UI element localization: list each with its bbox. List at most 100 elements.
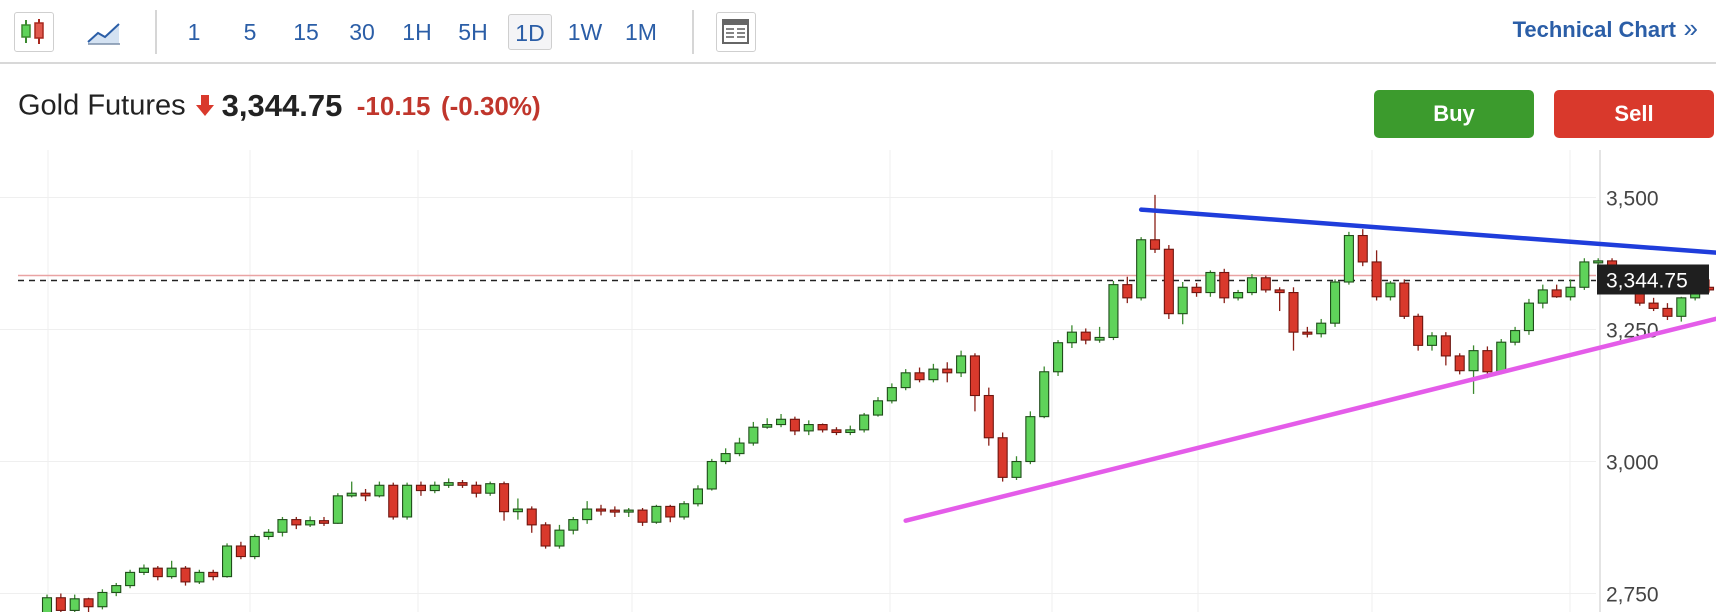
candle bbox=[775, 414, 787, 428]
candle bbox=[388, 482, 399, 520]
candle-body-down bbox=[1122, 284, 1133, 299]
candle-body-up bbox=[332, 495, 343, 524]
candle-body-down bbox=[1191, 286, 1202, 294]
candle bbox=[1357, 229, 1368, 267]
candle-body-up bbox=[1468, 350, 1479, 372]
candle-body-up bbox=[1343, 234, 1354, 283]
candle bbox=[471, 481, 482, 498]
candle bbox=[360, 488, 371, 502]
candle-body-up bbox=[651, 505, 662, 523]
candle bbox=[1385, 280, 1396, 301]
candle bbox=[249, 534, 260, 560]
price-change-percent: (-0.30%) bbox=[440, 90, 541, 121]
candle-body-down bbox=[817, 424, 828, 431]
candle-body-up bbox=[1579, 261, 1590, 288]
candle-body-up bbox=[900, 372, 911, 389]
chevron-right-icon[interactable]: » bbox=[1683, 13, 1698, 43]
candle bbox=[263, 529, 274, 540]
candle bbox=[706, 458, 717, 491]
candle bbox=[429, 481, 440, 494]
candle bbox=[1399, 279, 1410, 319]
candle bbox=[679, 501, 690, 520]
candle bbox=[872, 397, 884, 417]
candle bbox=[886, 383, 897, 404]
sell-button[interactable]: Sell bbox=[1554, 90, 1714, 138]
candle-body-down bbox=[526, 508, 537, 526]
candle bbox=[208, 569, 219, 581]
price-chart[interactable]: 3,500 3,250 3,000 2,750 3,344.75 bbox=[0, 150, 1716, 612]
candle-body-down bbox=[1371, 261, 1382, 298]
candle-body-up bbox=[443, 482, 454, 486]
candle bbox=[291, 516, 302, 530]
timeframe-1[interactable]: 1 bbox=[187, 19, 201, 45]
last-price-tag-label: 3,344.75 bbox=[1606, 269, 1688, 292]
candle-body-up bbox=[706, 460, 717, 490]
candle-body-up bbox=[679, 503, 690, 518]
timeframe-1m[interactable]: 1M bbox=[625, 19, 657, 45]
support-trendline bbox=[903, 316, 1716, 523]
y-tick-label: 2,750 bbox=[1606, 584, 1659, 607]
candle bbox=[277, 516, 288, 537]
candle bbox=[789, 416, 800, 436]
candle bbox=[900, 369, 911, 391]
buy-button[interactable]: Buy bbox=[1374, 90, 1534, 138]
toolbar-divider bbox=[155, 10, 157, 54]
candle bbox=[623, 507, 634, 517]
candle-body-down bbox=[1357, 234, 1368, 263]
candle-body-up bbox=[1094, 336, 1105, 341]
candle bbox=[1094, 326, 1105, 343]
last-price: 3,344.75 bbox=[221, 88, 343, 123]
timeframe-1d[interactable]: 1D bbox=[508, 14, 552, 50]
candle-body-up bbox=[1177, 286, 1188, 315]
candle-body-down bbox=[609, 509, 620, 513]
candlestick-chart-icon[interactable] bbox=[14, 12, 54, 52]
candle-body-up bbox=[41, 597, 53, 612]
candle bbox=[845, 425, 856, 436]
candle-body-down bbox=[1662, 307, 1673, 317]
candle bbox=[1648, 297, 1659, 312]
candle bbox=[748, 421, 759, 446]
candle bbox=[1219, 268, 1230, 304]
candle-body-down bbox=[1648, 302, 1659, 309]
candle-body-up bbox=[928, 368, 939, 381]
candle bbox=[1551, 284, 1562, 298]
news-layout-icon[interactable] bbox=[716, 12, 756, 52]
line-chart-icon[interactable] bbox=[84, 12, 124, 52]
quote-header: Gold Futures 3,344.75 -10.15 (-0.30%) bbox=[18, 88, 541, 128]
toolbar-divider bbox=[692, 10, 694, 54]
timeframe-1w[interactable]: 1W bbox=[567, 19, 603, 45]
candle-body-up bbox=[305, 520, 316, 526]
candle-body-down bbox=[1288, 292, 1299, 333]
candle-body-down bbox=[457, 482, 468, 486]
candle bbox=[1316, 318, 1327, 338]
timeframe-5h[interactable]: 5H bbox=[458, 19, 488, 45]
candle bbox=[194, 569, 205, 585]
candle bbox=[1523, 298, 1534, 335]
candle-body-down bbox=[180, 567, 191, 583]
candle-body-up bbox=[582, 508, 593, 521]
candle bbox=[609, 506, 620, 517]
candle-body-down bbox=[471, 484, 482, 494]
candle bbox=[332, 493, 343, 524]
timeframe-5[interactable]: 5 bbox=[243, 19, 257, 45]
technical-chart-link[interactable]: Technical Chart bbox=[1512, 17, 1676, 42]
candle-body-up bbox=[346, 492, 357, 497]
candle-body-up bbox=[1011, 460, 1022, 478]
candle bbox=[1136, 237, 1147, 301]
timeframe-15[interactable]: 15 bbox=[293, 19, 319, 45]
candle-body-up bbox=[249, 535, 260, 558]
candle bbox=[1343, 231, 1354, 285]
candle-body-up bbox=[125, 571, 136, 587]
timeframe-1h[interactable]: 1H bbox=[402, 19, 432, 45]
timeframe-30[interactable]: 30 bbox=[349, 19, 375, 45]
candle-body-down bbox=[637, 509, 648, 523]
candle bbox=[180, 566, 191, 586]
candle-body-up bbox=[1426, 335, 1438, 346]
candle-body-down bbox=[983, 394, 994, 439]
candle bbox=[582, 501, 593, 524]
candle-body-up bbox=[956, 355, 967, 374]
candle bbox=[69, 594, 80, 612]
candle bbox=[817, 423, 828, 433]
candle bbox=[1482, 346, 1493, 379]
